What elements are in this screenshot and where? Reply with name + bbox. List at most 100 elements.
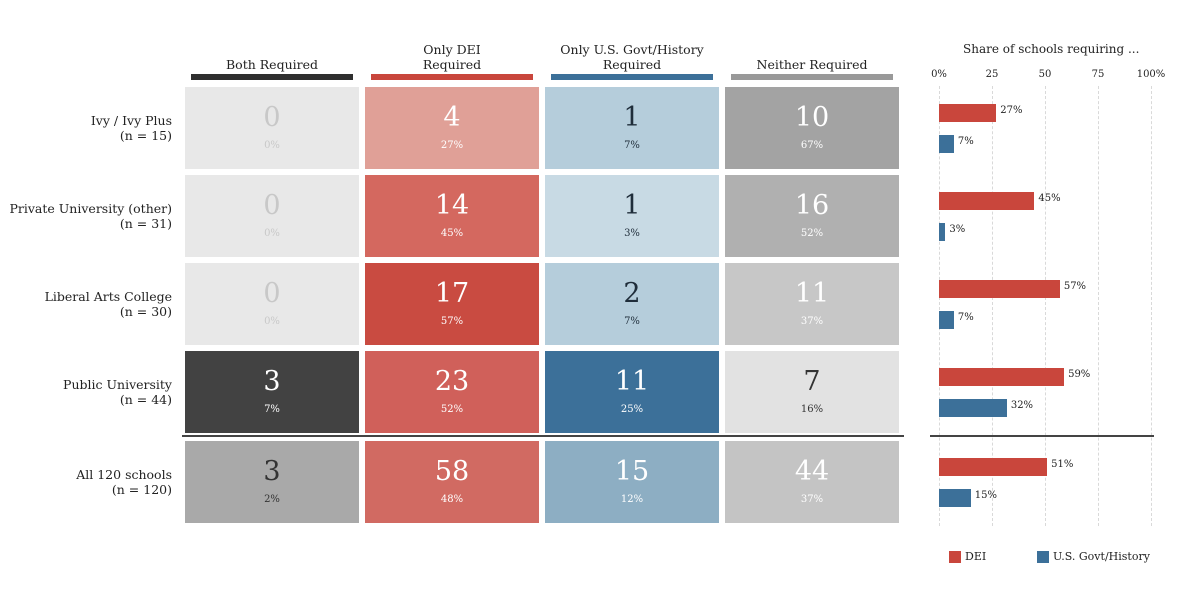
govt-bar <box>939 399 1007 417</box>
axis-tick-label: 75 <box>1091 69 1105 80</box>
govt-bar <box>939 311 954 329</box>
legend-label: DEI <box>965 550 987 563</box>
table-cell: 15 12% <box>545 441 719 523</box>
dei-bar <box>939 192 1035 210</box>
cell-count: 17 <box>434 278 470 309</box>
cell-percent: 0% <box>264 228 280 239</box>
column-header-label: Only DEI Required <box>422 42 482 72</box>
column-header-label: Neither Required <box>756 57 868 72</box>
table-cell: 7 16% <box>725 351 899 433</box>
dei-bar-label: 59% <box>1068 369 1091 380</box>
row-label-name: Public University <box>63 377 172 392</box>
column-header-label: Only U.S. Govt/History Required <box>560 42 704 72</box>
table-cell: 1 3% <box>545 175 719 257</box>
dei-bar-label: 57% <box>1063 281 1087 292</box>
table-cell: 58 48% <box>365 441 539 523</box>
total-divider <box>182 435 904 437</box>
cell-percent: 45% <box>440 228 464 239</box>
legend-label: U.S. Govt/History <box>1053 550 1150 563</box>
dei-bar-label: 27% <box>1000 105 1023 116</box>
cell-percent: 37% <box>800 316 824 327</box>
cell-count: 58 <box>434 456 470 487</box>
row-label-name: Private University (other) <box>9 201 172 216</box>
column-header-bar <box>731 74 893 80</box>
bar-chart-divider <box>930 435 1154 437</box>
table-cell: 3 2% <box>185 441 359 523</box>
cell-count: 0 <box>263 190 281 221</box>
cell-count: 16 <box>794 190 830 221</box>
cell-count: 11 <box>794 278 830 309</box>
table-cell: 0 0% <box>185 263 359 345</box>
bar-chart-title: Share of schools requiring ... <box>963 42 1140 56</box>
table-cell: 23 52% <box>365 351 539 433</box>
table-cell: 0 0% <box>185 175 359 257</box>
gridline <box>1098 86 1099 526</box>
column-header-bar <box>191 74 353 80</box>
axis-tick-label: 100% <box>1136 69 1166 80</box>
gridline <box>939 86 940 526</box>
cell-count: 2 <box>623 278 641 309</box>
gridline <box>992 86 993 526</box>
cell-count: 44 <box>794 456 830 487</box>
table-cell: 0 0% <box>185 87 359 169</box>
cell-percent: 16% <box>800 404 824 415</box>
table-cell: 10 67% <box>725 87 899 169</box>
column-header: Only DEI Required <box>371 42 533 80</box>
cell-count: 0 <box>263 278 281 309</box>
govt-bar-label: 3% <box>949 224 966 235</box>
cell-count: 10 <box>794 102 830 133</box>
row-label: All 120 schools (n = 120) <box>0 467 172 497</box>
cell-count: 3 <box>263 366 281 397</box>
row-label-name: Ivy / Ivy Plus <box>90 113 172 128</box>
table-cell: 4 27% <box>365 87 539 169</box>
table-cell: 11 25% <box>545 351 719 433</box>
cell-count: 11 <box>614 366 650 397</box>
row-label: Public University (n = 44) <box>0 377 172 407</box>
cell-count: 1 <box>623 102 641 133</box>
table-cell: 16 52% <box>725 175 899 257</box>
cell-count: 7 <box>803 366 821 397</box>
row-label-n: (n = 30) <box>119 304 172 319</box>
cell-percent: 67% <box>800 140 824 151</box>
govt-bar <box>939 223 946 241</box>
cell-percent: 7% <box>624 316 640 327</box>
column-header: Both Required <box>191 42 353 80</box>
govt-bar-label: 32% <box>1010 400 1034 411</box>
dei-bar-label: 51% <box>1051 459 1074 470</box>
cell-percent: 57% <box>440 316 464 327</box>
govt-bar-label: 7% <box>957 136 974 147</box>
govt-bar <box>939 135 954 153</box>
cell-count: 14 <box>434 190 470 221</box>
row-label-n: (n = 120) <box>111 482 172 497</box>
cell-count: 4 <box>443 102 461 133</box>
cell-percent: 37% <box>800 494 824 505</box>
axis-tick-label: 50 <box>1038 69 1052 80</box>
cell-percent: 7% <box>624 140 640 151</box>
row-label: Liberal Arts College (n = 30) <box>0 289 172 319</box>
column-header: Only U.S. Govt/History Required <box>551 42 713 80</box>
row-label-n: (n = 44) <box>119 392 172 407</box>
dei-bar <box>939 458 1048 476</box>
axis-tick-label: 0% <box>931 69 947 80</box>
table-cell: 17 57% <box>365 263 539 345</box>
govt-bar-label: 15% <box>974 490 998 501</box>
legend-swatch <box>1037 551 1049 563</box>
axis-tick-label: 25 <box>985 69 999 80</box>
row-label-n: (n = 31) <box>119 216 172 231</box>
table-cell: 2 7% <box>545 263 719 345</box>
govt-bar-label: 7% <box>957 312 974 323</box>
gridline <box>1151 86 1152 526</box>
row-label-n: (n = 15) <box>119 128 172 143</box>
row-label: Ivy / Ivy Plus (n = 15) <box>0 113 172 143</box>
table-cell: 14 45% <box>365 175 539 257</box>
cell-count: 15 <box>614 456 650 487</box>
dei-bar <box>939 280 1060 298</box>
dei-bar <box>939 104 997 122</box>
cell-percent: 2% <box>264 494 280 505</box>
table-cell: 11 37% <box>725 263 899 345</box>
cell-percent: 0% <box>264 316 280 327</box>
cell-percent: 25% <box>620 404 644 415</box>
dei-bar-label: 45% <box>1038 193 1061 204</box>
cell-count: 3 <box>263 456 281 487</box>
cell-percent: 48% <box>440 494 464 505</box>
